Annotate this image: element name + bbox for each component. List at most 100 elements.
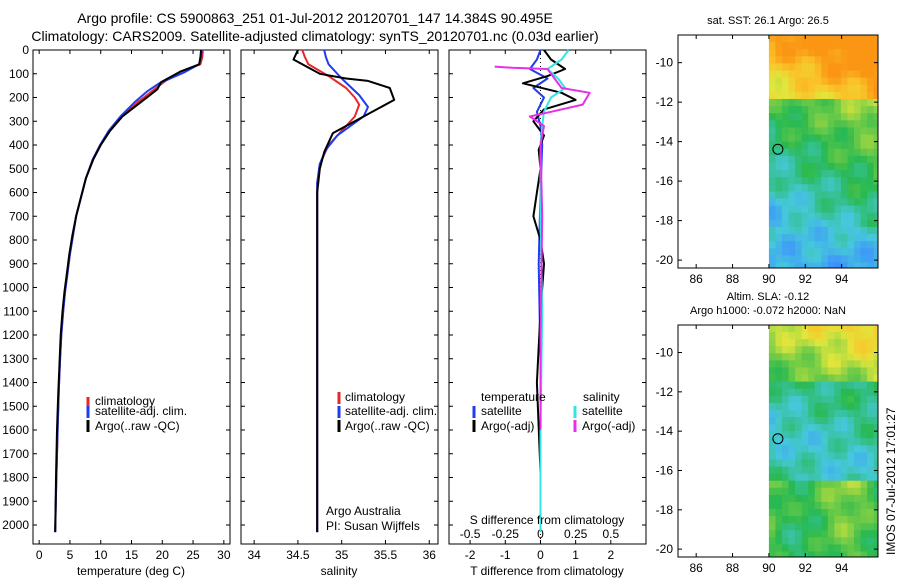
heatmap-cell bbox=[867, 381, 875, 390]
heatmap-cell bbox=[782, 339, 789, 347]
heatmap-cell bbox=[867, 480, 875, 489]
heatmap-cell bbox=[775, 487, 783, 496]
heatmap-cell bbox=[821, 459, 829, 467]
heatmap-cell bbox=[775, 184, 783, 192]
heatmap-cell bbox=[821, 177, 829, 185]
heatmap-cell bbox=[808, 198, 816, 206]
heatmap-cell bbox=[840, 445, 848, 453]
heatmap-cell bbox=[788, 226, 796, 235]
heatmap-cell bbox=[801, 509, 809, 517]
heatmap-cell bbox=[860, 170, 868, 178]
heatmap-cell bbox=[867, 255, 875, 263]
heatmap-cell bbox=[867, 551, 875, 558]
heatmap-cell bbox=[808, 332, 816, 340]
heatmap-cell bbox=[840, 49, 848, 57]
heatmap-cell bbox=[827, 325, 835, 333]
heatmap-cell bbox=[847, 177, 855, 185]
heatmap-cell bbox=[840, 198, 848, 206]
heatmap-cell bbox=[814, 56, 822, 64]
heatmap-cell bbox=[801, 56, 809, 64]
s-tick-label: -0.25 bbox=[492, 527, 520, 541]
heatmap-cell bbox=[814, 395, 822, 404]
map-x-tick-label: 94 bbox=[835, 561, 849, 575]
heatmap-cell bbox=[808, 360, 816, 368]
heatmap-cell bbox=[814, 332, 822, 340]
heatmap-cell bbox=[860, 191, 868, 199]
heatmap-cell bbox=[827, 241, 835, 249]
heatmap-cell bbox=[840, 523, 848, 531]
heatmap-cell bbox=[801, 184, 809, 192]
heatmap-cell bbox=[860, 388, 868, 397]
heatmap-cell bbox=[854, 141, 861, 150]
heatmap-cell bbox=[808, 501, 816, 510]
heatmap-cell bbox=[834, 49, 842, 57]
heatmap-cell bbox=[814, 241, 822, 249]
depth-tick-label: 1800 bbox=[2, 471, 29, 485]
heatmap-cell bbox=[867, 353, 875, 361]
heatmap-cell bbox=[827, 381, 835, 390]
x-tick-label: 34.5 bbox=[286, 548, 310, 562]
heatmap-cell bbox=[867, 155, 875, 164]
heatmap-cell bbox=[788, 381, 796, 390]
heatmap-cell bbox=[860, 530, 868, 538]
heatmap-cell bbox=[782, 523, 789, 531]
heatmap-cell bbox=[867, 346, 875, 354]
heatmap-cell bbox=[860, 98, 868, 107]
heatmap-cell bbox=[840, 248, 848, 256]
heatmap-cell bbox=[768, 473, 776, 482]
heatmap-cell bbox=[860, 248, 868, 256]
heatmap-cell bbox=[808, 248, 816, 256]
heatmap-cell bbox=[801, 402, 809, 411]
heatmap-cell bbox=[808, 63, 816, 71]
heatmap-cell bbox=[821, 198, 829, 206]
depth-tick-label: 1700 bbox=[2, 447, 29, 461]
heatmap-cell bbox=[854, 424, 861, 432]
heatmap-cell bbox=[788, 91, 796, 100]
heatmap-cell bbox=[814, 162, 822, 171]
heatmap-cell bbox=[873, 381, 879, 390]
heatmap-cell bbox=[847, 367, 855, 375]
heatmap-cell bbox=[854, 452, 861, 460]
heatmap-cell bbox=[847, 388, 855, 397]
heatmap-cell bbox=[834, 459, 842, 467]
heatmap-cell bbox=[854, 255, 861, 263]
heatmap-cell bbox=[834, 445, 842, 453]
heatmap-cell bbox=[821, 487, 829, 496]
heatmap-cell bbox=[840, 141, 848, 150]
heatmap-cell bbox=[788, 424, 796, 432]
header-line-1: Argo profile: CS 5900863_251 01-Jul-2012… bbox=[77, 10, 553, 26]
heatmap-cell bbox=[867, 134, 875, 143]
heatmap-cell bbox=[840, 162, 848, 171]
heatmap-cell bbox=[788, 134, 796, 143]
heatmap-cell bbox=[814, 219, 822, 228]
heatmap-cell bbox=[867, 367, 875, 375]
heatmap-cell bbox=[840, 388, 848, 397]
heatmap-cell bbox=[840, 544, 848, 552]
heatmap-cell bbox=[795, 148, 803, 157]
heatmap-cell bbox=[782, 42, 789, 50]
heatmap-cell bbox=[834, 248, 842, 256]
heatmap-cell bbox=[768, 424, 776, 432]
heatmap-cell bbox=[860, 120, 868, 128]
heatmap-cell bbox=[860, 367, 868, 375]
heatmap-cell bbox=[873, 141, 879, 150]
heatmap-cell bbox=[808, 162, 816, 171]
x-tick-label: 2 bbox=[607, 548, 614, 562]
heatmap-cell bbox=[854, 184, 861, 192]
heatmap-cell bbox=[808, 141, 816, 150]
heatmap-cell bbox=[801, 127, 809, 135]
heatmap-cell bbox=[834, 198, 842, 206]
heatmap-cell bbox=[775, 360, 783, 368]
heatmap-cell bbox=[775, 325, 783, 333]
heatmap-cell bbox=[795, 381, 803, 390]
series-line-argo-raw-qc bbox=[54, 49, 203, 533]
heatmap-cell bbox=[788, 241, 796, 249]
heatmap-cell bbox=[775, 84, 783, 93]
heatmap-cell bbox=[814, 234, 822, 242]
x-tick-label: 35 bbox=[335, 548, 349, 562]
heatmap-cell bbox=[768, 120, 776, 128]
heatmap-cell bbox=[782, 170, 789, 178]
heatmap-cell bbox=[854, 388, 861, 397]
heatmap-cell bbox=[847, 198, 855, 206]
heatmap-cell bbox=[768, 98, 776, 107]
